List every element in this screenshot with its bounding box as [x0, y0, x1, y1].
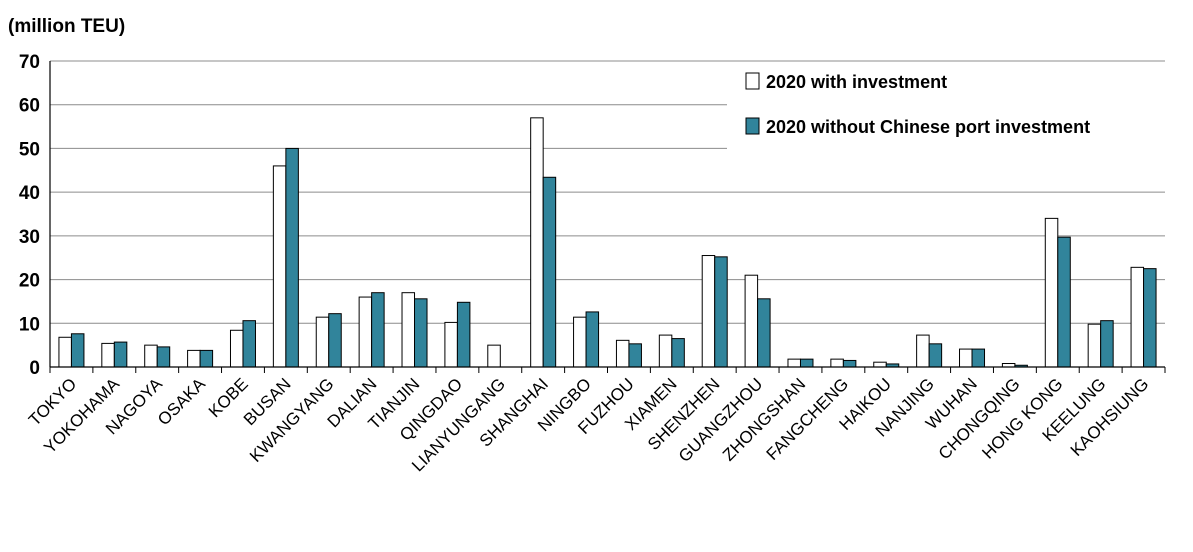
legend-label-without-investment: 2020 without Chinese port investment: [766, 117, 1090, 137]
bar-with-investment: [187, 349, 201, 368]
bar-with-investment: [1130, 266, 1145, 368]
bar-without-investment: [70, 333, 85, 368]
legend-swatch-without-investment: [745, 117, 760, 135]
bar-with-investment: [873, 361, 887, 368]
bar-with-investment: [573, 316, 587, 368]
bar-without-investment: [414, 298, 428, 368]
bar-without-investment: [242, 320, 256, 368]
bar-without-investment: [371, 292, 385, 368]
bar-without-investment: [628, 343, 642, 368]
y-axis-ticks: 0 10 20 30 40 50 60 70: [19, 52, 40, 379]
bar-with-investment: [487, 344, 501, 368]
legend-label-with-investment: 2020 with investment: [766, 72, 947, 92]
y-tick-label: 70: [19, 52, 40, 73]
gridlines: [50, 60, 1165, 324]
bar-with-investment: [744, 274, 759, 368]
bar-with-investment: [530, 117, 544, 368]
y-axis-label: (million TEU): [8, 16, 125, 37]
bar-without-investment: [199, 349, 214, 368]
bar-without-investment: [1143, 268, 1157, 368]
bar-with-investment: [229, 329, 244, 368]
bar-without-investment: [113, 341, 128, 368]
bar-with-investment: [701, 255, 716, 368]
bar-with-investment: [787, 358, 801, 368]
y-tick-label: 10: [19, 314, 40, 335]
bar-without-investment: [714, 256, 728, 368]
y-tick-label: 20: [19, 271, 40, 292]
bar-without-investment: [799, 358, 814, 368]
bar-with-investment: [959, 348, 973, 368]
y-tick-label: 30: [19, 227, 40, 248]
bar-with-investment: [315, 316, 330, 368]
bar-with-investment: [1087, 323, 1102, 368]
bar-with-investment: [1044, 217, 1059, 368]
bar-without-investment: [156, 346, 171, 368]
bar-without-investment: [842, 359, 857, 368]
bar-with-investment: [916, 334, 930, 368]
bar-without-investment: [542, 176, 557, 368]
bar-with-investment: [144, 344, 158, 368]
bar-with-investment: [358, 296, 373, 368]
legend: 2020 with investment 2020 without Chines…: [727, 62, 1165, 152]
legend-background: [727, 62, 1165, 152]
bar-without-investment: [285, 147, 299, 368]
bar-without-investment: [328, 313, 342, 368]
bar-with-investment: [101, 342, 115, 368]
y-tick-label: 0: [29, 358, 40, 379]
bar-with-investment: [615, 339, 630, 368]
bar-without-investment: [928, 343, 943, 368]
x-category-label: OSAKA: [154, 374, 209, 429]
x-axis-category-labels: TOKYOYOKOHAMANAGOYAOSAKAKOBEBUSANKWANGYA…: [25, 374, 1152, 475]
bar-with-investment: [830, 358, 844, 368]
bar-with-investment: [272, 165, 287, 368]
bar-without-investment: [757, 298, 771, 368]
x-axis: [49, 61, 1166, 373]
bar-without-investment: [1057, 236, 1071, 368]
y-tick-label: 60: [19, 96, 40, 117]
bar-without-investment: [585, 311, 600, 368]
bar-without-investment: [1100, 320, 1114, 368]
bar-without-investment: [671, 338, 685, 368]
bar-without-investment: [456, 301, 471, 368]
bars: [58, 117, 1157, 368]
y-tick-label: 40: [19, 183, 40, 204]
bar-without-investment: [971, 348, 986, 368]
y-tick-label: 50: [19, 139, 40, 160]
bar-with-investment: [444, 321, 458, 368]
bar-with-investment: [658, 334, 673, 368]
bar-with-investment: [58, 336, 72, 368]
legend-swatch-with-investment: [745, 72, 760, 90]
bar-with-investment: [401, 292, 416, 368]
